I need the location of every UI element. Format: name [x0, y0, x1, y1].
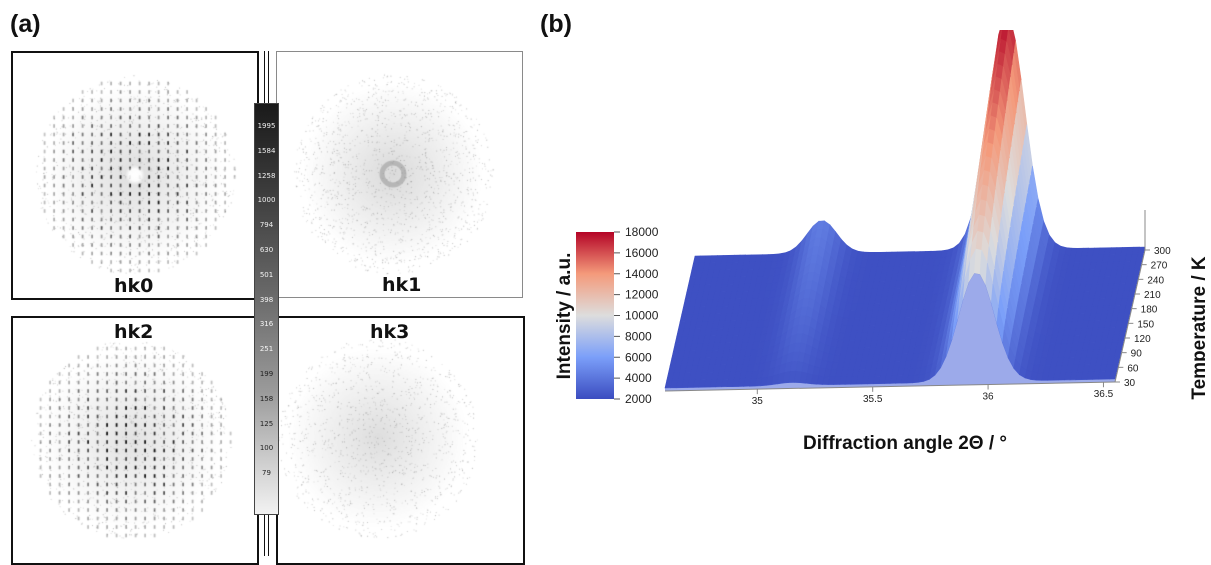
- y-axis-line: [1114, 249, 1146, 383]
- intensity-scale-tick: 100: [259, 444, 274, 453]
- intensity-scale-tick: 398: [259, 295, 274, 304]
- y-tick-label: 90: [1131, 349, 1143, 360]
- diffraction-panel-hk2: hk2: [11, 316, 259, 565]
- intensity-scale-tick: 199: [259, 370, 274, 378]
- diffraction-pattern-hk0: [13, 53, 257, 298]
- surface-front-face: [665, 273, 1115, 391]
- colorbar-tick-label: 10000: [625, 309, 659, 323]
- y-axis-title: Temperature / K: [1189, 256, 1205, 400]
- colorbar-tick-label: 2000: [625, 392, 652, 406]
- plane-label-hk3: hk3: [370, 321, 410, 343]
- intensity-scale-tick: 79: [262, 469, 271, 478]
- intensity-scale-gradient: [255, 104, 278, 514]
- surface-plot: 35 35.5 36 36.5306090120150180210240270300 …: [554, 30, 1205, 454]
- surface-mesh: [664, 30, 1146, 391]
- diffraction-pattern-hk2: [13, 318, 257, 563]
- intensity-scale-bar: 1995 1584 1258 1000 794 630 501 398 316 251 199 158…: [254, 103, 279, 515]
- y-tick-label: 150: [1137, 319, 1154, 330]
- intensity-scale-tick: 501: [259, 270, 274, 279]
- intensity-scale-tick: 1258: [257, 171, 276, 180]
- y-tick-label: 300: [1154, 246, 1171, 257]
- intensity-scale-tick: 1584: [257, 146, 276, 155]
- intensity-scale-tick: 1000: [257, 196, 276, 205]
- y-tick-label: 30: [1124, 378, 1136, 389]
- intensity-scale-tick: 251: [259, 345, 274, 354]
- y-tick-label: 270: [1151, 261, 1168, 272]
- plane-label-hk2: hk2: [114, 321, 154, 343]
- y-tick-label: 60: [1127, 363, 1139, 374]
- panel-a-label: (a): [10, 10, 41, 38]
- intensity-scale-tick: 630: [259, 246, 274, 254]
- diffraction-panel-hk1: hk1: [276, 51, 523, 298]
- intensity-scale-tick: 794: [259, 221, 274, 230]
- x-tick-label: 35: [752, 396, 764, 407]
- colorbar-tick-label: 6000: [625, 350, 652, 364]
- colorbar-tick-label: 4000: [625, 371, 652, 385]
- diffraction-pattern-hk1: [277, 52, 522, 297]
- intensity-scale-tick: 158: [259, 394, 274, 403]
- intensity-colorbar: [576, 232, 614, 399]
- plot-axes: 35 35.5 36 36.5 30 60 90 120 150 180 210 240 270 300: [664, 210, 1171, 407]
- diffraction-panel-hk0: hk0: [11, 51, 259, 300]
- panel-b-label: (b): [540, 10, 572, 38]
- colorbar-tick-label: 18000: [625, 225, 659, 239]
- intensity-scale-tick: 1995: [257, 122, 276, 130]
- intensity-scale-tick: 125: [259, 419, 274, 428]
- intensity-scale-tick: 316: [259, 320, 274, 329]
- x-axis-title: Diffraction angle 2Θ / °: [803, 433, 1007, 454]
- plane-label-hk0: hk0: [114, 275, 154, 297]
- diffraction-panel-hk3: hk3: [276, 316, 525, 565]
- colorbar-tick-label: 16000: [625, 246, 659, 260]
- diffraction-pattern-hk3: [278, 318, 523, 563]
- colorbar-tick-label: 8000: [625, 329, 652, 343]
- y-tick-label: 180: [1141, 305, 1158, 316]
- plane-label-hk1: hk1: [382, 274, 422, 296]
- x-tick-label: 36.5: [1094, 389, 1114, 400]
- x-tick-label: 36: [983, 392, 995, 403]
- y-tick-label: 210: [1144, 290, 1161, 301]
- x-tick-label: 35.5: [863, 394, 883, 405]
- y-tick-label: 120: [1134, 334, 1151, 345]
- x-axis-line: [664, 381, 1116, 392]
- colorbar-tick-label: 14000: [625, 267, 659, 281]
- z-axis-title: Intensity / a.u.: [554, 253, 575, 380]
- y-tick-label: 240: [1147, 275, 1164, 286]
- intensity-colorbar-ticks: 18000 16000 14000 12000 10000 8000 6000 4000 200…: [614, 225, 659, 406]
- colorbar-tick-label: 12000: [625, 288, 659, 302]
